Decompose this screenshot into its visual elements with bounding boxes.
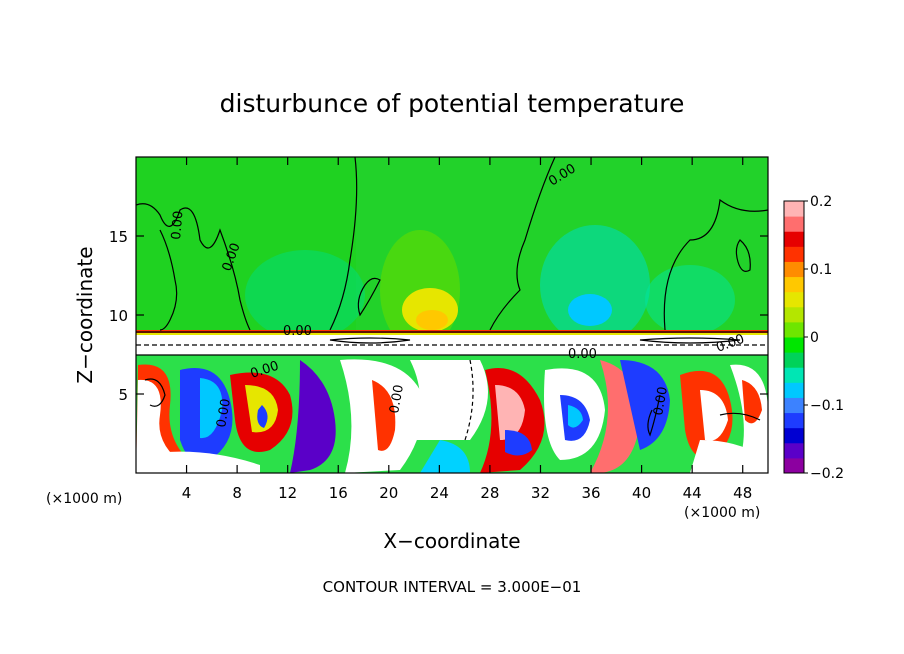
x-tick-label: 28 [480, 484, 499, 502]
y-tick-label: 15 [109, 228, 128, 246]
x-unit-left: (×1000 m) [46, 491, 122, 507]
x-axis-label: X−coordinate [383, 529, 520, 553]
y-tick-label: 10 [109, 307, 128, 325]
x-unit-right: (×1000 m) [684, 505, 760, 521]
x-tick-label: 24 [430, 484, 449, 502]
colorbar-swatch [784, 321, 804, 338]
x-tick-label: 36 [581, 484, 600, 502]
y-tick-label: 5 [118, 386, 128, 404]
y-axis: 5 10 15 [109, 228, 768, 404]
colorbar-swatch [784, 412, 804, 429]
contour-label: 0.00 [568, 347, 597, 362]
colorbar-tick-label: −0.2 [810, 466, 844, 482]
x-tick-label: 32 [531, 484, 550, 502]
contour-label: 0.00 [651, 386, 671, 417]
colorbar-tick-label: −0.1 [810, 398, 844, 414]
colorbar-swatch [784, 442, 804, 459]
colorbar-swatch [784, 291, 804, 308]
x-tick-label: 4 [182, 484, 192, 502]
contour-interval-note: CONTOUR INTERVAL = 3.000E−01 [323, 578, 582, 596]
heatmap-field [136, 157, 768, 473]
contour-label: 0.00 [214, 398, 234, 429]
x-tick-label: 16 [329, 484, 348, 502]
x-tick-label: 44 [683, 484, 702, 502]
contour-label: 0.00 [169, 210, 186, 240]
chart-title: disturbunce of potential temperature [220, 89, 685, 118]
x-tick-label: 20 [379, 484, 398, 502]
colorbar-swatch [784, 246, 804, 262]
colorbar-swatch [784, 216, 804, 232]
colorbar-tick-label: 0.1 [810, 262, 832, 278]
colorbar-swatch [784, 397, 804, 414]
contour-label: 0.00 [387, 384, 407, 415]
colorbar-swatch [784, 382, 804, 398]
x-axis: 4 8 12 16 20 24 28 32 36 40 44 48 [182, 157, 752, 502]
colorbar-swatch [784, 337, 804, 353]
x-tick-label: 40 [632, 484, 651, 502]
x-tick-label: 12 [278, 484, 297, 502]
x-tick-label: 48 [733, 484, 752, 502]
contour-lines [136, 157, 768, 441]
colorbar-swatch [784, 306, 804, 323]
x-tick-label: 8 [232, 484, 242, 502]
colorbar-tick-label: 0.2 [810, 194, 832, 210]
colorbar-swatch [784, 367, 804, 383]
colorbar-swatch [784, 231, 804, 247]
colorbar-swatch [784, 261, 804, 278]
colorbar [784, 201, 804, 474]
colorbar-swatch [784, 276, 804, 293]
contour-label: 0.00 [283, 324, 312, 339]
colorbar-swatch [784, 352, 804, 368]
colorbar-ticks: 0.2 0.1 0 −0.1 −0.2 [804, 194, 844, 482]
y-axis-label: Z−coordinate [73, 246, 97, 383]
colorbar-swatch [784, 201, 804, 217]
colorbar-swatch [784, 427, 804, 444]
colorbar-tick-label: 0 [810, 330, 819, 346]
colorbar-swatch [784, 457, 804, 474]
